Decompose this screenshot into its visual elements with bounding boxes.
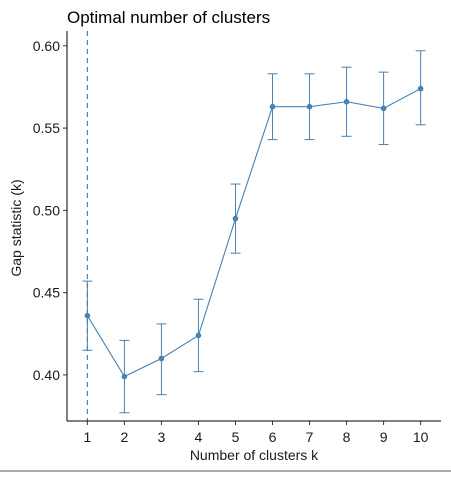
tick-labels: 0.40 0.45 0.50 0.55 0.60 1 2 3 4 5 6 7 8 9 10 — [33, 38, 429, 445]
series-line-layer — [86, 88, 421, 378]
y-tick-label: 0.55 — [33, 120, 60, 136]
data-point — [306, 103, 313, 110]
y-tick-label: 0.60 — [33, 38, 60, 54]
data-point — [417, 85, 424, 92]
x-tick-label: 8 — [343, 429, 351, 445]
x-tick-label: 10 — [413, 429, 429, 445]
data-point — [269, 103, 276, 110]
axes — [63, 31, 441, 425]
x-axis-title: Number of clusters k — [190, 447, 319, 463]
y-axis-title: Gap statistic (k) — [8, 179, 24, 276]
series-line — [86, 88, 421, 378]
x-tick-label: 7 — [306, 429, 314, 445]
x-tick-label: 2 — [120, 429, 128, 445]
y-tick-label: 0.50 — [33, 202, 60, 218]
error-bars — [82, 50, 426, 414]
y-tick-label: 0.45 — [33, 285, 60, 301]
data-point — [195, 332, 202, 339]
data-point — [343, 98, 350, 105]
data-point — [232, 215, 239, 222]
x-tick-label: 3 — [158, 429, 166, 445]
x-tick-label: 6 — [269, 429, 277, 445]
x-tick-label: 9 — [380, 429, 388, 445]
data-point — [158, 355, 165, 362]
data-point — [84, 312, 91, 319]
data-points — [84, 85, 424, 380]
x-tick-label: 1 — [83, 429, 91, 445]
data-point — [380, 105, 387, 112]
y-tick-label: 0.40 — [33, 367, 60, 383]
x-tick-label: 4 — [195, 429, 203, 445]
chart-title: Optimal number of clusters — [67, 8, 270, 27]
data-point — [121, 373, 128, 380]
x-tick-label: 5 — [232, 429, 240, 445]
